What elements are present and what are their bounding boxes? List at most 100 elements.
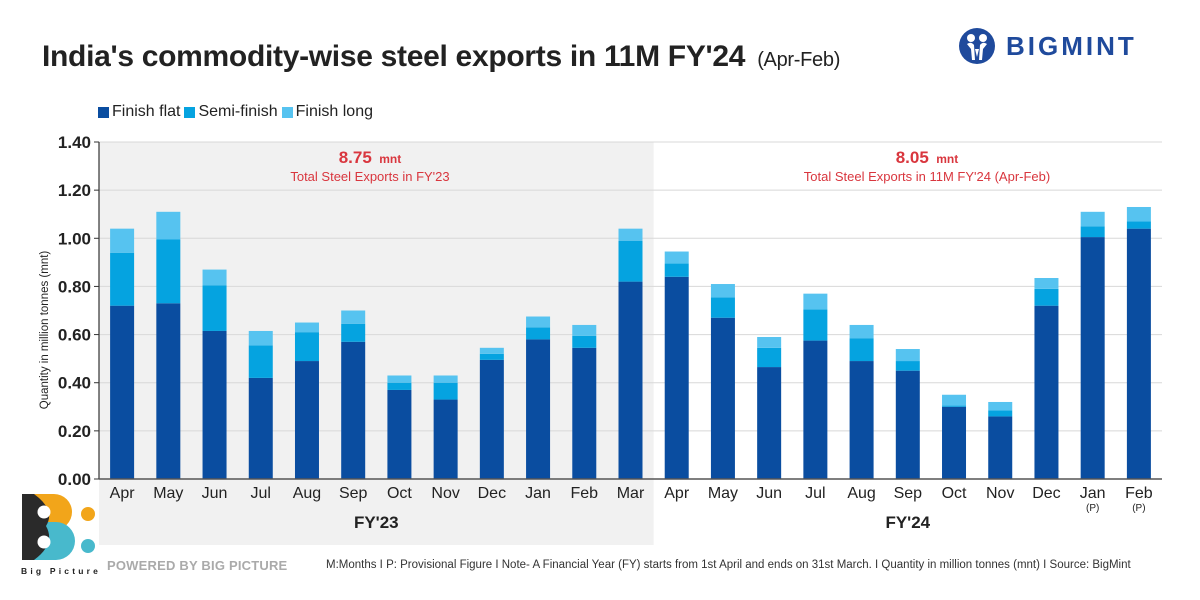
bar-segment-finish-long: [1034, 278, 1059, 289]
bar-segment-finish-flat: [757, 367, 782, 479]
x-tick-note: (P): [1132, 503, 1145, 514]
big-picture-logo-text: Big Picture: [21, 566, 102, 576]
bar-segment-semi-finish: [248, 345, 273, 378]
y-tick-label: 0.00: [58, 470, 91, 489]
bar-segment-finish-long: [849, 324, 874, 339]
x-tick-label: Jun: [756, 485, 782, 502]
bar-segment-finish-long: [341, 310, 366, 324]
footer-note: M:Months I P: Provisional Figure I Note-…: [326, 559, 1131, 571]
bar-segment-finish-long: [803, 293, 828, 310]
bar-segment-finish-long: [664, 251, 689, 264]
x-tick-label: Oct: [387, 485, 412, 502]
x-tick-label: Feb: [1125, 485, 1153, 502]
y-tick-label: 1.00: [58, 229, 91, 248]
legend-item-finish-long: Finish long: [281, 103, 373, 121]
bar-segment-semi-finish: [202, 285, 227, 331]
x-tick-label: Dec: [478, 485, 506, 502]
annotation-fy23: 8.75 mnt Total Steel Exports in FY'23: [290, 148, 449, 184]
title-main: India's commodity-wise steel exports in …: [42, 40, 746, 73]
bar-segment-finish-flat: [202, 330, 227, 479]
annotation-fy24-value: 8.05: [896, 148, 929, 167]
bar-segment-semi-finish: [156, 239, 181, 304]
bar-segment-finish-flat: [156, 303, 181, 479]
bar-segment-finish-flat: [526, 339, 551, 479]
x-tick-label: Nov: [986, 485, 1014, 502]
bar-segment-finish-flat: [341, 341, 366, 479]
x-tick-label: Sep: [339, 485, 368, 502]
y-axis-label: Quantity in million tonnes (mnt): [39, 251, 51, 410]
bar-segment-finish-flat: [618, 281, 643, 479]
bar-segment-finish-long: [156, 211, 181, 240]
title-subtitle: (Apr-Feb): [757, 49, 841, 71]
bar-segment-finish-flat: [110, 305, 135, 479]
bar-segment-semi-finish: [1080, 226, 1105, 238]
bar-segment-semi-finish: [526, 327, 551, 340]
legend-item-finish-flat: Finish flat: [98, 103, 180, 121]
bar-segment-semi-finish: [110, 252, 135, 306]
x-tick-label: Mar: [617, 485, 645, 502]
bar-segment-semi-finish: [433, 382, 458, 400]
bar-segment-finish-long: [294, 322, 319, 333]
y-tick-label: 0.20: [58, 422, 91, 441]
bar-segment-finish-long: [988, 401, 1013, 411]
bar-segment-semi-finish: [803, 309, 828, 341]
bar-segment-semi-finish: [341, 323, 366, 342]
bar-segment-finish-flat: [1126, 228, 1151, 479]
powered-by: POWERED BY BIG PICTURE: [107, 558, 288, 573]
bar-segment-finish-flat: [895, 370, 920, 479]
bar-segment-semi-finish: [387, 382, 412, 390]
x-tick-label: May: [153, 485, 183, 502]
group-label: FY'23: [354, 513, 399, 532]
bigmint-brand: BIGMINT: [958, 26, 1137, 66]
annotation-fy24-text: Total Steel Exports in 11M FY'24 (Apr-Fe…: [804, 169, 1050, 184]
bar-segment-finish-flat: [803, 340, 828, 479]
x-tick-label: Jul: [805, 485, 825, 502]
group-background-0: [99, 142, 654, 545]
bar-segment-finish-long: [202, 269, 227, 286]
svg-text:8.75 mnt: 8.75 mnt: [339, 148, 402, 167]
bar-segment-finish-flat: [942, 406, 967, 479]
annotation-fy23-unit: mnt: [379, 152, 401, 166]
x-tick-label: Feb: [570, 485, 598, 502]
bar-segment-semi-finish: [942, 405, 967, 407]
x-tick-label: Sep: [894, 485, 923, 502]
bar-segment-semi-finish: [757, 347, 782, 368]
x-tick-label: Apr: [110, 485, 136, 502]
big-picture-logo-icon: [22, 494, 95, 560]
legend-label: Semi-finish: [198, 103, 278, 120]
y-tick-label: 1.40: [58, 133, 91, 152]
bar-segment-semi-finish: [664, 263, 689, 277]
x-tick-label: Dec: [1032, 485, 1060, 502]
bar-segment-semi-finish: [618, 240, 643, 282]
x-tick-label: Aug: [847, 485, 875, 502]
x-tick-label: Aug: [293, 485, 321, 502]
bar-segment-semi-finish: [294, 332, 319, 362]
bar-segment-finish-long: [572, 324, 597, 336]
bar-segment-finish-long: [1080, 211, 1105, 227]
x-tick-label: Jan: [525, 485, 551, 502]
bar-segment-semi-finish: [988, 410, 1013, 417]
bar-segment-semi-finish: [895, 361, 920, 371]
annotation-fy23-value: 8.75: [339, 148, 372, 167]
bar-segment-semi-finish: [849, 338, 874, 362]
bar-segment-semi-finish: [572, 335, 597, 348]
bar-segment-finish-flat: [849, 361, 874, 479]
y-tick-label: 0.80: [58, 277, 91, 296]
y-tick-label: 0.40: [58, 374, 91, 393]
x-tick-label: Oct: [942, 485, 967, 502]
bar-segment-finish-flat: [479, 359, 504, 479]
brand-name: BIGMINT: [1006, 30, 1137, 61]
legend-label: Finish long: [295, 103, 373, 120]
bar-segment-finish-flat: [294, 361, 319, 479]
legend-item-semi-finish: Semi-finish: [184, 103, 278, 121]
bar-segment-finish-long: [479, 347, 504, 354]
bar-segment-semi-finish: [479, 353, 504, 360]
bar-segment-finish-flat: [433, 399, 458, 479]
bar-segment-finish-long: [110, 228, 135, 253]
x-tick-note: (P): [1086, 503, 1099, 514]
bar-segment-finish-long: [895, 349, 920, 362]
bar-segment-finish-long: [526, 316, 551, 328]
x-tick-label: Jun: [202, 485, 228, 502]
bigmint-logo-icon: [959, 28, 995, 64]
